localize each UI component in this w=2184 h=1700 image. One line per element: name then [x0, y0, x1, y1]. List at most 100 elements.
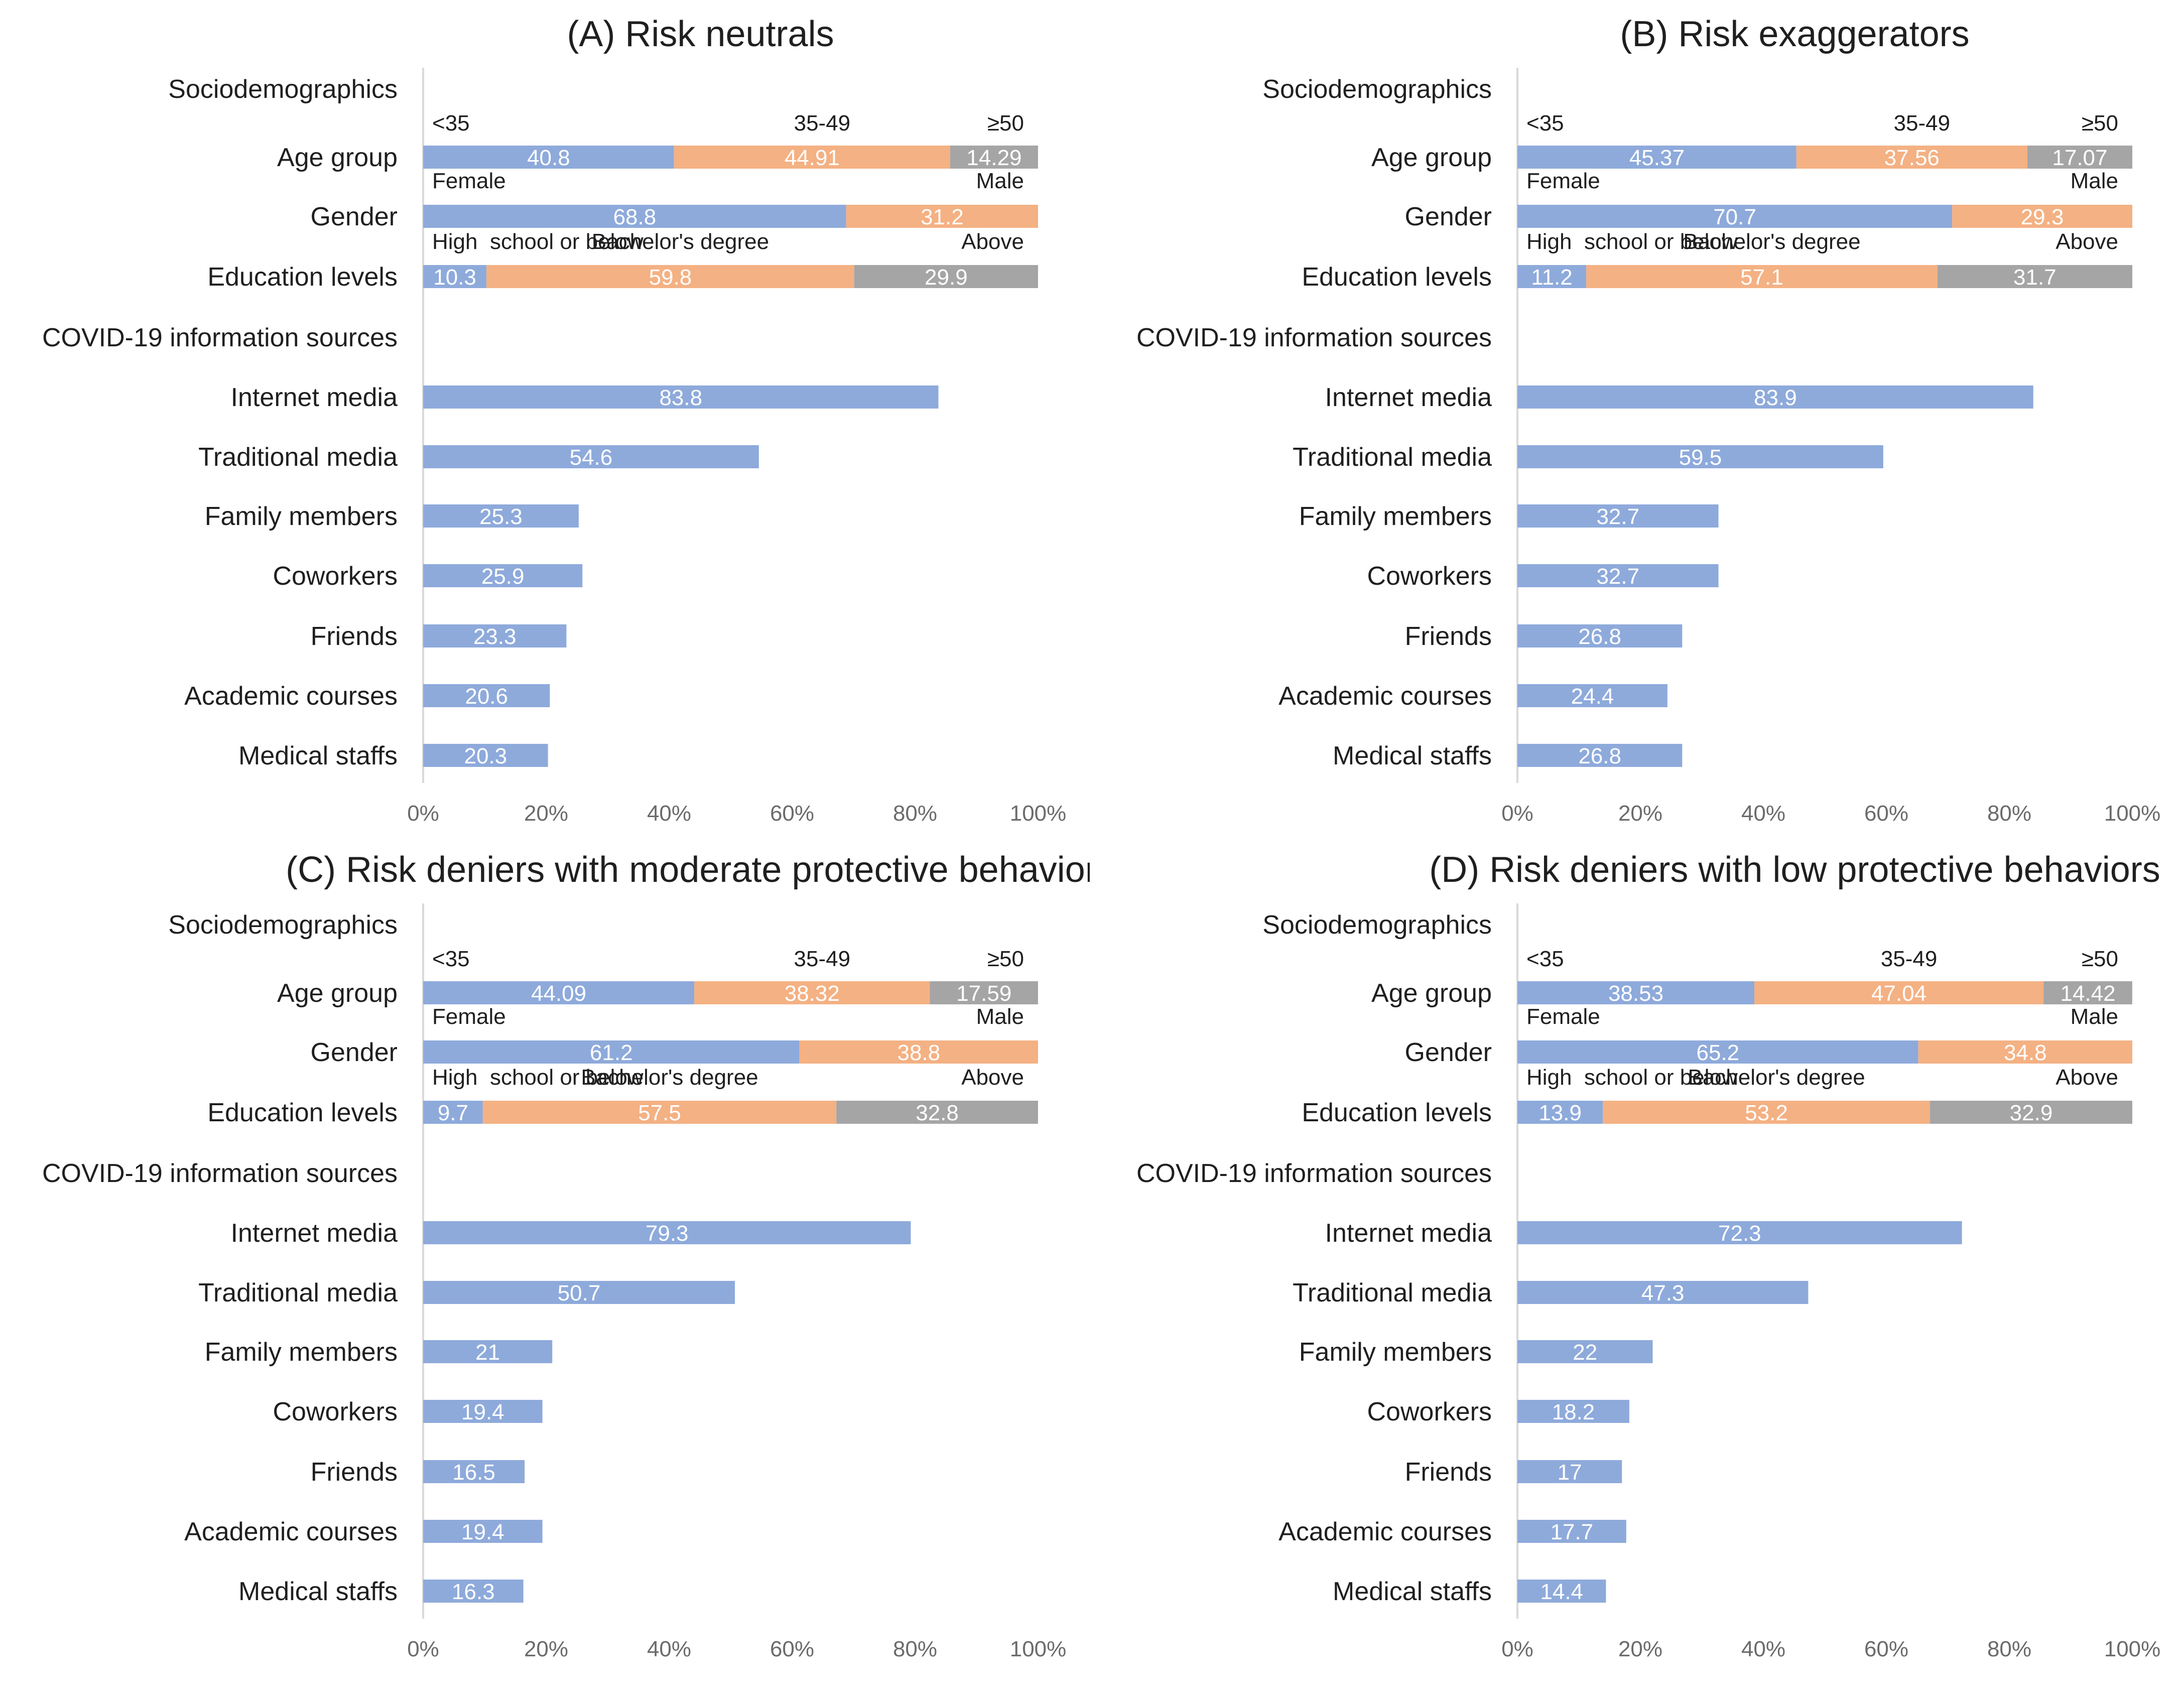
source-bar: [1517, 1281, 1809, 1304]
stacked-bar-segment: [1952, 205, 2132, 228]
bar-value-label: 70.7: [1713, 205, 1756, 229]
source-label: Coworkers: [273, 562, 398, 591]
source-label: Traditional media: [1293, 1278, 1492, 1307]
bar-value-label: 25.9: [481, 564, 525, 589]
source-bar: [1517, 504, 1719, 528]
bar-value-label: 65.2: [1697, 1040, 1740, 1065]
x-tick-label: 100%: [2104, 1637, 2161, 1661]
category-label: <35: [432, 111, 470, 136]
source-label: Internet media: [231, 1219, 398, 1248]
source-label: Medical staffs: [1333, 1577, 1492, 1606]
x-tick-label: 40%: [1741, 801, 1785, 826]
bar-value-label: 20.6: [465, 684, 508, 709]
chart-title: (B) Risk exaggerators: [1620, 14, 1969, 54]
stacked-bar-segment: [482, 1101, 837, 1124]
source-bar: [423, 624, 567, 647]
row-label: Gender: [311, 202, 398, 231]
source-label: Coworkers: [1367, 1397, 1492, 1426]
bar-value-label: 32.9: [2010, 1101, 2053, 1125]
category-label: 35-49: [794, 947, 851, 971]
x-tick-label: 100%: [1010, 1637, 1067, 1661]
x-tick-label: 0%: [1501, 801, 1533, 826]
x-tick-label: 0%: [407, 801, 439, 826]
bar-value-label: 44.09: [531, 981, 586, 1006]
row-label: Gender: [1405, 1038, 1492, 1067]
section-label-sociodemographics: Sociodemographics: [1262, 910, 1492, 940]
bar-value-label: 13.9: [1538, 1101, 1582, 1125]
stacked-bar-segment: [1586, 265, 1938, 288]
stacked-bar-segment: [1517, 981, 1754, 1004]
bar-value-label: 10.3: [433, 265, 476, 290]
category-label: Male: [2071, 169, 2118, 193]
bar-value-label: 17: [1558, 1460, 1582, 1485]
category-label: ≥50: [2082, 111, 2118, 136]
x-tick-label: 20%: [1618, 801, 1662, 826]
source-bar: [1517, 1520, 1626, 1543]
stacked-bar-segment: [854, 265, 1038, 288]
source-label: Family members: [1299, 1338, 1492, 1367]
category-label: High school or below: [1526, 1065, 1738, 1090]
source-label: Medical staffs: [1333, 741, 1492, 770]
bar-value-label: 26.8: [1578, 624, 1621, 649]
source-bar: [1517, 684, 1667, 707]
bar-value-label: 24.4: [1571, 684, 1614, 709]
bar-value-label: 32.8: [916, 1101, 959, 1125]
x-tick-label: 20%: [524, 801, 568, 826]
source-bar: [1517, 1460, 1622, 1483]
bar-value-label: 20.3: [464, 744, 507, 768]
source-bar: [423, 385, 939, 409]
row-label: Age group: [277, 143, 398, 172]
category-label: Above: [2055, 229, 2118, 254]
stacked-bar-segment: [694, 981, 930, 1004]
source-bar: [1517, 564, 1719, 587]
bar-value-label: 79.3: [646, 1221, 689, 1246]
bar-value-label: 19.4: [461, 1520, 504, 1544]
stacked-bar-segment: [2027, 146, 2132, 169]
stacked-bar-segment: [1754, 981, 2044, 1004]
bar-value-label: 16.5: [452, 1460, 495, 1485]
bar-value-label: 38.53: [1608, 981, 1663, 1006]
source-bar: [1517, 385, 2033, 409]
x-tick-label: 60%: [1864, 1637, 1908, 1661]
source-bar: [1517, 1221, 1962, 1244]
source-bar: [423, 1340, 553, 1363]
stacked-bar-segment: [930, 981, 1038, 1004]
chart-title: (D) Risk deniers with low protective beh…: [1429, 850, 2160, 890]
stacked-bar-segment: [1603, 1101, 1930, 1124]
category-label: 35-49: [1894, 111, 1951, 136]
section-label-sociodemographics: Sociodemographics: [1262, 75, 1492, 104]
bar-value-label: 17.07: [2052, 146, 2107, 170]
bar-value-label: 32.7: [1596, 504, 1639, 529]
source-label: Academic courses: [1278, 1517, 1492, 1546]
bar-value-label: 14.4: [1540, 1580, 1583, 1604]
category-label: Above: [2055, 1065, 2118, 1090]
source-label: Medical staffs: [238, 1577, 398, 1606]
category-label: Male: [976, 1004, 1024, 1029]
stacked-bar-segment: [799, 1040, 1038, 1064]
source-label: Medical staffs: [238, 741, 398, 770]
bar-value-label: 38.8: [897, 1040, 941, 1065]
source-label: Family members: [205, 502, 398, 531]
section-label-information-sources: COVID-19 information sources: [1136, 1159, 1492, 1188]
row-label: Gender: [311, 1038, 398, 1067]
category-label: <35: [1526, 947, 1564, 971]
row-label: Age group: [1371, 143, 1492, 172]
bar-value-label: 29.3: [2021, 205, 2064, 229]
bar-value-label: 83.9: [1754, 385, 1797, 410]
stacked-bar-segment: [1517, 205, 1953, 228]
section-label-sociodemographics: Sociodemographics: [168, 910, 398, 940]
x-tick-label: 60%: [770, 1637, 814, 1661]
x-tick-label: 0%: [1501, 1637, 1533, 1661]
bar-value-label: 21: [475, 1340, 500, 1365]
bar-value-label: 31.2: [921, 205, 964, 229]
category-label: Female: [432, 169, 506, 193]
bar-value-label: 47.3: [1641, 1281, 1685, 1305]
bar-value-label: 83.8: [659, 385, 702, 410]
x-tick-label: 80%: [893, 1637, 937, 1661]
category-label: Bachelor's degree: [1688, 1065, 1865, 1090]
category-label: 35-49: [1881, 947, 1938, 971]
section-label-sociodemographics: Sociodemographics: [168, 75, 398, 104]
category-label: High school or below: [1526, 229, 1738, 254]
source-bar: [423, 684, 550, 707]
bar-value-label: 25.3: [479, 504, 523, 529]
